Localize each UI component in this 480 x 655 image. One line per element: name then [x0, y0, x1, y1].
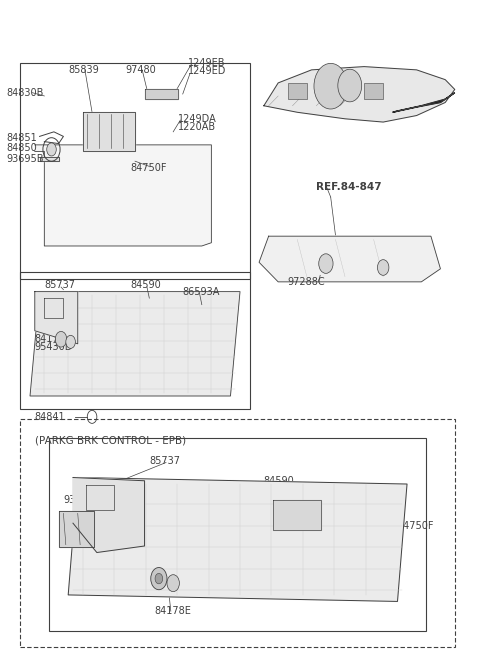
Text: 84590: 84590	[130, 280, 161, 290]
Circle shape	[155, 573, 163, 584]
Polygon shape	[264, 67, 455, 122]
Bar	[288, 83, 307, 99]
Text: REF.84-847: REF.84-847	[316, 182, 382, 193]
Circle shape	[151, 567, 167, 590]
Polygon shape	[30, 291, 240, 396]
Text: 97288C: 97288C	[288, 277, 325, 287]
Text: 85737: 85737	[149, 456, 180, 466]
Text: 84750F: 84750F	[397, 521, 434, 531]
Polygon shape	[68, 477, 407, 601]
Polygon shape	[274, 500, 321, 530]
Text: 95430D: 95430D	[35, 342, 73, 352]
Text: 84841: 84841	[35, 412, 65, 422]
Text: 84178E: 84178E	[35, 334, 72, 345]
Circle shape	[55, 331, 67, 347]
Text: 84178E: 84178E	[154, 607, 191, 616]
Text: 93695B: 93695B	[6, 153, 44, 164]
Polygon shape	[393, 93, 455, 112]
Circle shape	[377, 259, 389, 275]
Text: 86593A: 86593A	[183, 287, 220, 297]
Text: 1249DA: 1249DA	[178, 114, 216, 124]
Polygon shape	[144, 90, 178, 99]
Text: 1249EB: 1249EB	[188, 58, 225, 68]
Circle shape	[167, 574, 180, 591]
Circle shape	[338, 69, 362, 102]
Polygon shape	[259, 236, 441, 282]
Text: 93766A: 93766A	[63, 495, 101, 506]
Polygon shape	[59, 512, 95, 548]
Polygon shape	[39, 157, 59, 161]
Circle shape	[314, 64, 348, 109]
Polygon shape	[35, 145, 211, 246]
Text: 84750F: 84750F	[130, 162, 167, 173]
Text: 1249ED: 1249ED	[188, 66, 226, 76]
Polygon shape	[73, 477, 144, 553]
Bar	[364, 83, 383, 99]
Text: 84851: 84851	[6, 134, 37, 143]
Text: 84850: 84850	[6, 143, 37, 153]
Text: 84830B: 84830B	[6, 88, 44, 98]
Polygon shape	[83, 112, 135, 151]
Circle shape	[47, 143, 56, 156]
Text: 97480: 97480	[125, 65, 156, 75]
Text: 95430D: 95430D	[140, 534, 178, 544]
Text: 85737: 85737	[44, 280, 75, 290]
Text: 84590: 84590	[264, 476, 295, 486]
Bar	[21, 419, 455, 647]
Text: 85839: 85839	[68, 65, 99, 75]
Text: (PARKG BRK CONTROL - EPB): (PARKG BRK CONTROL - EPB)	[35, 436, 186, 445]
Circle shape	[319, 253, 333, 273]
Polygon shape	[35, 291, 78, 344]
Circle shape	[66, 335, 75, 348]
Text: 1220AB: 1220AB	[178, 122, 216, 132]
